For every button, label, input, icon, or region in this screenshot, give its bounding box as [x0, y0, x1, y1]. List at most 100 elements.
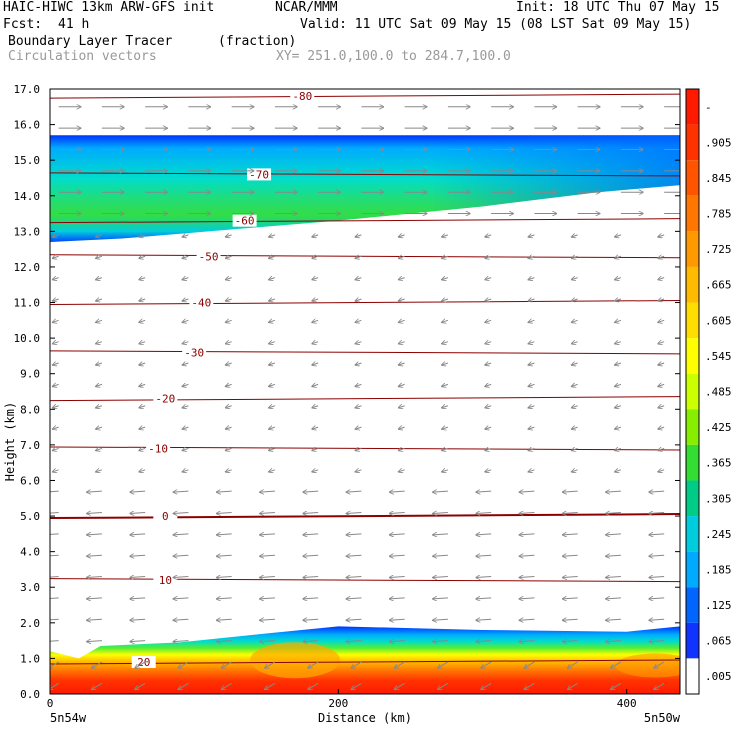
- circulation-vector: [572, 235, 578, 237]
- circulation-vector: [399, 406, 405, 408]
- colorbar-swatch: [686, 231, 699, 267]
- circulation-vector: [87, 534, 102, 535]
- circulation-vector: [615, 342, 622, 344]
- circulation-vector: [303, 598, 319, 599]
- circulation-vector: [312, 299, 319, 301]
- circulation-vector: [346, 555, 362, 556]
- circulation-vector: [355, 427, 362, 429]
- circulation-vector: [399, 235, 405, 237]
- circulation-vector: [476, 513, 492, 514]
- colorbar-label: .245: [705, 528, 732, 541]
- circulation-vector: [355, 406, 362, 408]
- circulation-vector: [226, 278, 232, 280]
- circulation-vector: [217, 619, 232, 620]
- isotherm-line: [50, 513, 680, 520]
- circulation-vector: [433, 641, 448, 642]
- colorbar-label: .905: [705, 136, 732, 149]
- circulation-vector: [615, 278, 622, 280]
- circulation-vector: [658, 363, 665, 365]
- circulation-vector: [390, 641, 405, 642]
- circulation-vector: [226, 384, 232, 386]
- circulation-vector: [615, 406, 622, 408]
- circulation-vector: [649, 534, 665, 535]
- y-tick-label: 15.0: [14, 154, 41, 167]
- circulation-vector: [312, 470, 319, 472]
- circulation-vector: [53, 470, 59, 472]
- circulation-vector: [658, 470, 665, 472]
- circulation-vector: [173, 577, 189, 578]
- circulation-vector: [182, 320, 189, 322]
- circulation-vector: [226, 320, 232, 322]
- circulation-vector: [438, 682, 449, 689]
- circulation-vector: [226, 256, 232, 258]
- colorbar-swatch: [686, 587, 699, 623]
- circulation-vector: [303, 641, 319, 642]
- y-tick-label: 8.0: [20, 403, 40, 416]
- circulation-vector: [182, 342, 189, 344]
- circulation-vector: [399, 363, 405, 365]
- circulation-vector: [139, 320, 146, 322]
- x-end-label-left: 5n54w: [50, 711, 87, 725]
- circulation-vector: [182, 384, 189, 386]
- circulation-vector: [346, 534, 362, 535]
- circulation-vector: [606, 577, 621, 578]
- circulation-vector: [568, 682, 578, 689]
- colorbar-swatch: [686, 551, 699, 588]
- circulation-vector: [649, 641, 665, 642]
- circulation-vector: [399, 448, 405, 450]
- colorbar-label: .485: [705, 386, 732, 399]
- circulation-vector: [390, 534, 405, 535]
- circulation-vector: [563, 619, 578, 620]
- circulation-vector: [438, 661, 449, 668]
- circulation-vector: [485, 363, 492, 365]
- circulation-vector: [303, 555, 319, 556]
- field-name: Boundary Layer Tracer: [8, 34, 173, 49]
- y-tick-label: 14.0: [14, 190, 41, 203]
- circulation-vector: [50, 554, 59, 557]
- circulation-vector: [355, 448, 362, 450]
- circulation-vector: [182, 299, 189, 301]
- circulation-vector: [528, 235, 535, 237]
- circulation-vector: [182, 363, 189, 365]
- circulation-vector: [260, 619, 275, 620]
- circulation-vector: [87, 577, 102, 578]
- circulation-vector: [50, 640, 59, 642]
- circulation-vector: [87, 641, 102, 642]
- circulation-vector: [658, 299, 665, 301]
- circulation-vector: [519, 491, 535, 492]
- circulation-vector: [312, 384, 319, 386]
- circulation-vector: [481, 661, 492, 668]
- circulation-vector: [130, 534, 146, 535]
- circulation-vector: [87, 598, 102, 599]
- circulation-vector: [442, 448, 449, 450]
- colorbar-label: .305: [705, 492, 732, 505]
- isotherm-label: -10: [148, 442, 168, 455]
- circulation-vector: [130, 491, 146, 492]
- circulation-vector: [269, 342, 276, 344]
- circulation-vector: [615, 427, 622, 429]
- circulation-vector: [524, 682, 535, 689]
- org-label: NCAR/MMM: [275, 0, 338, 15]
- circulation-vector: [269, 427, 276, 429]
- circulation-vector: [269, 278, 276, 280]
- colorbar-swatch: [686, 195, 699, 232]
- circulation-vector: [485, 299, 492, 301]
- circulation-vector: [572, 299, 578, 301]
- circulation-vector: [658, 342, 665, 344]
- circulation-vector: [217, 641, 232, 642]
- circulation-vector: [265, 682, 276, 689]
- circulation-vector: [649, 513, 665, 514]
- colorbar-swatch: [686, 338, 699, 374]
- circulation-vector: [217, 513, 232, 514]
- circulation-vector: [50, 576, 59, 578]
- isotherm-line: [50, 396, 680, 402]
- circulation-vector: [303, 619, 319, 620]
- circulation-vector: [222, 682, 232, 689]
- circulation-vector: [390, 491, 405, 492]
- circulation-vector: [135, 682, 146, 689]
- circulation-vector: [442, 384, 449, 386]
- circulation-vector: [182, 406, 189, 408]
- colorbar-swatch: [686, 516, 699, 552]
- circulation-vector: [572, 342, 578, 344]
- circulation-vector: [226, 299, 232, 301]
